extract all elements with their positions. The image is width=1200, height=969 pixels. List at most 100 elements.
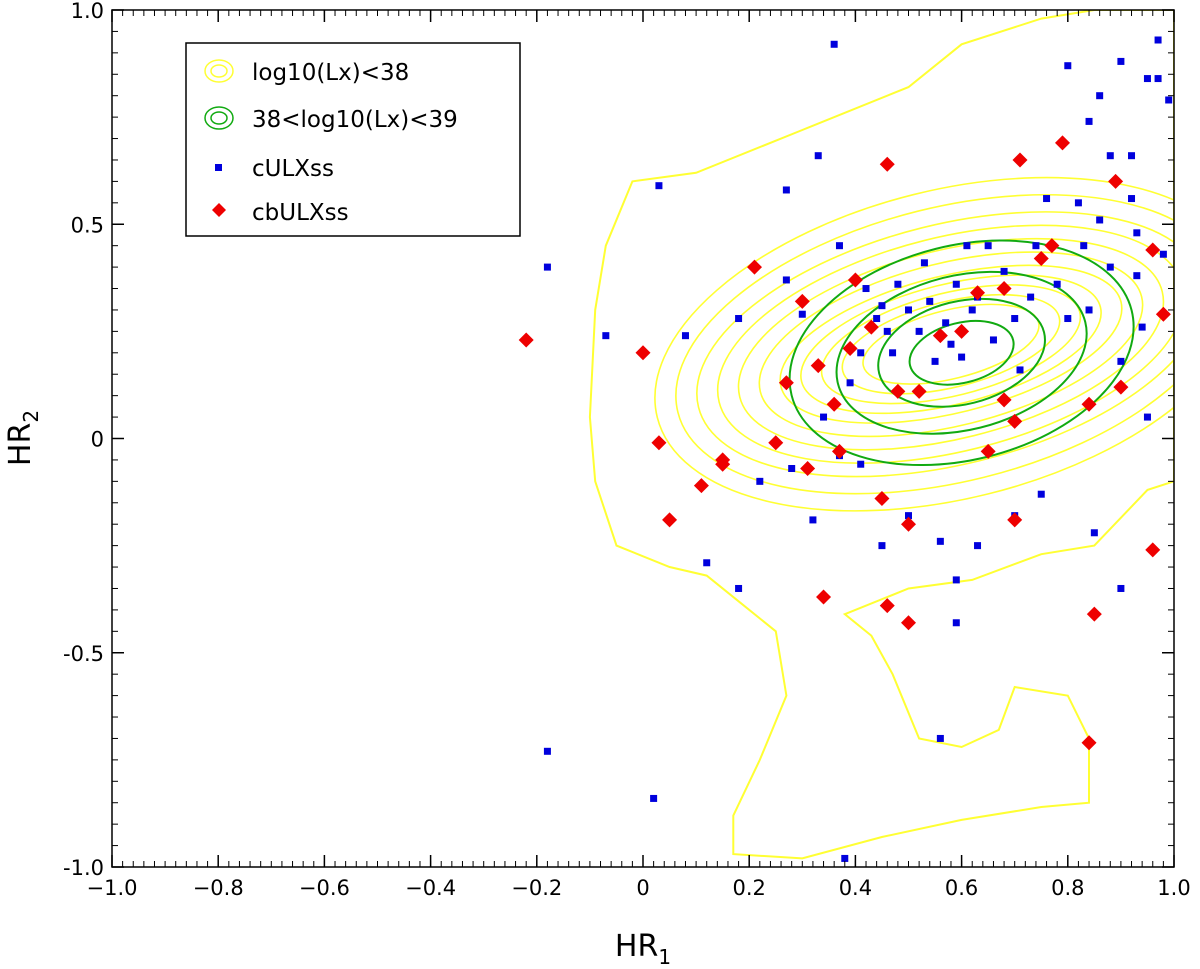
legend-green-contour-swatch-outer	[204, 106, 234, 130]
culxss-point	[782, 276, 790, 284]
culxss-point	[968, 306, 976, 314]
culxss-point	[650, 794, 658, 802]
culxss-point	[846, 379, 854, 387]
culxss-point	[1016, 366, 1024, 374]
culxss-point	[543, 747, 551, 755]
contour-0-level-4	[779, 264, 1123, 424]
contour-0-level-0	[862, 303, 1040, 385]
culxss-point	[1128, 152, 1136, 160]
cbulxss-point	[1108, 173, 1124, 189]
legend-label-yellow-contours: log10(Lx)<38	[252, 60, 409, 86]
cbulxss-point	[1081, 396, 1097, 412]
culxss-point	[1159, 250, 1167, 258]
y-tick-label: 0	[91, 428, 104, 452]
culxss-point	[952, 576, 960, 584]
culxss-point	[883, 327, 891, 335]
cbulxss-point	[996, 392, 1012, 408]
culxss-point	[1117, 57, 1125, 65]
culxss-point	[655, 182, 663, 190]
culxss-point	[602, 332, 610, 340]
culxss-point	[1143, 75, 1151, 83]
cbulxss-point	[1012, 152, 1028, 168]
culxss-point	[1106, 263, 1114, 271]
cbulxss-point	[863, 319, 879, 335]
culxss-point	[1133, 272, 1141, 280]
culxss-point	[756, 477, 764, 485]
culxss-point	[915, 327, 923, 335]
culxss-point	[735, 315, 743, 323]
cbulxss-point	[980, 443, 996, 459]
culxss-point	[1128, 195, 1136, 203]
legend-label-culxss: cULXss	[252, 156, 334, 182]
legend-red-diamond-marker	[212, 203, 226, 217]
y-axis-title-sub: 2	[19, 410, 43, 423]
culxss-point	[936, 537, 944, 545]
culxss-point	[1085, 117, 1093, 125]
cbulxss-point	[1054, 135, 1070, 151]
cbulxss-point	[901, 516, 916, 532]
x-axis-title-sub: 1	[658, 945, 671, 969]
cbulxss-point	[1007, 413, 1023, 429]
x-tick-label: 1.0	[1157, 876, 1190, 900]
culxss-point	[920, 259, 928, 267]
legend-box	[185, 42, 521, 237]
culxss-point	[942, 319, 950, 327]
x-tick-label: −0.2	[511, 876, 562, 900]
cbulxss-point	[890, 383, 906, 399]
cbulxss-point	[1113, 379, 1129, 395]
culxss-point	[873, 315, 881, 323]
cbulxss-point	[1086, 606, 1102, 622]
culxss-point	[878, 542, 886, 550]
cbulxss-point	[879, 156, 895, 172]
culxss-point	[947, 340, 955, 348]
cbulxss-point	[847, 272, 863, 288]
culxss-point	[1064, 62, 1072, 70]
cbulxss-point	[518, 332, 534, 348]
cbulxss-point	[1033, 251, 1049, 267]
culxss-point	[1037, 490, 1045, 498]
x-tick-label: 0.2	[732, 876, 765, 900]
cbulxss-point	[651, 435, 667, 451]
culxss-point	[1138, 323, 1146, 331]
culxss-point	[1000, 267, 1008, 275]
legend-entry-cbulxss: cbULXss	[212, 200, 349, 226]
culxss-point	[857, 349, 865, 357]
culxss-point	[1064, 315, 1072, 323]
culxss-point	[1053, 280, 1061, 288]
contours-layer	[588, 10, 1174, 860]
cbulxss-point	[1145, 242, 1161, 258]
cbulxss-point	[794, 293, 810, 309]
culxss-point	[889, 349, 897, 357]
culxss-point	[952, 619, 960, 627]
culxss-point	[905, 306, 912, 314]
cbulxss-point	[800, 460, 816, 476]
culxss-point	[835, 242, 843, 250]
culxss-point	[878, 302, 886, 310]
culxss-point	[974, 542, 982, 550]
cbulxss-point	[901, 615, 916, 631]
x-axis-title: HR1	[615, 929, 671, 969]
culxss-point	[926, 297, 934, 305]
cbulxss-point	[715, 452, 731, 468]
cbulxss-point	[954, 323, 970, 339]
contour-outer-0	[588, 10, 1174, 860]
culxss-point	[703, 559, 711, 567]
cbulxss-point	[879, 598, 895, 614]
y-tick-label: 0.5	[71, 213, 104, 237]
contour-0-level-5	[758, 251, 1144, 438]
culxss-point	[1096, 92, 1104, 100]
x-axis-title-main: HR	[615, 929, 658, 964]
culxss-point	[1143, 413, 1151, 421]
cbulxss-point	[635, 345, 651, 361]
legend: log10(Lx)<38 38<log10(Lx)<39 cULXss cbUL…	[185, 42, 521, 237]
contour-0-level-3	[800, 274, 1102, 415]
legend-green-contour-swatch-inner	[210, 111, 228, 125]
x-tick-label: −1.0	[87, 876, 138, 900]
cbulxss-point	[831, 443, 847, 459]
culxss-point	[1133, 229, 1141, 237]
contour-0-level-2	[820, 284, 1082, 405]
culxss-point	[963, 242, 971, 250]
cbulxss-point	[1044, 238, 1060, 254]
cbulxss-point	[662, 512, 678, 528]
culxss-point	[841, 854, 849, 862]
